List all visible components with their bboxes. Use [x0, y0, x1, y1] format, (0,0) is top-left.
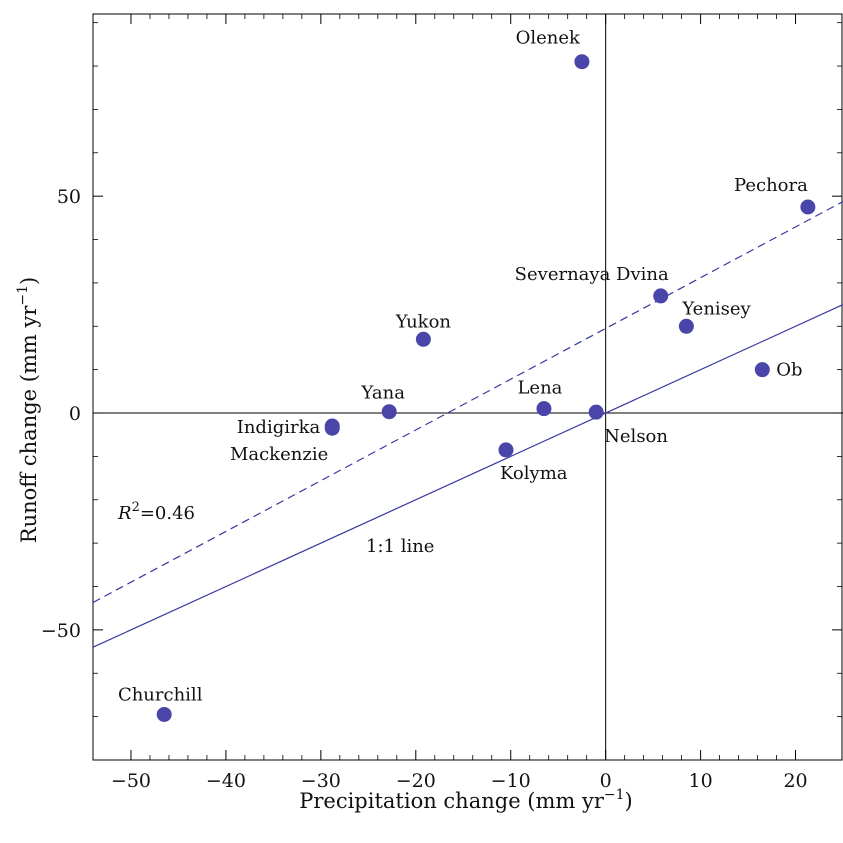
y-axis-title: Runoff change (mm yr−1): [15, 277, 41, 543]
point-label-severnaya-dvina: Severnaya Dvina: [515, 264, 669, 285]
y-tick-label: 50: [57, 186, 81, 208]
point-label-olenek: Olenek: [516, 28, 581, 49]
point-label-yukon: Yukon: [395, 311, 452, 332]
x-tick-label: −20: [396, 770, 436, 792]
plot-frame: [92, 13, 843, 761]
r-squared-annotation: R2=0.46: [117, 500, 195, 524]
identity-line-label: 1:1 line: [366, 536, 434, 557]
point-label-pechora: Pechora: [734, 175, 808, 196]
point-label-indigirka: Indigirka: [237, 417, 321, 438]
point-label-mackenzie: Mackenzie: [230, 444, 328, 465]
y-tick-label: −50: [41, 620, 81, 642]
data-point-churchill: [156, 706, 172, 722]
x-tick-label: 10: [689, 770, 713, 792]
x-tick-label: −50: [111, 770, 151, 792]
point-label-kolyma: Kolyma: [500, 463, 568, 484]
x-tick-label: 0: [600, 770, 612, 792]
data-point-severnaya-dvina: [653, 288, 669, 304]
data-point-yana: [381, 404, 397, 420]
data-point-lena: [536, 401, 552, 417]
data-point-mackenzie: [324, 420, 340, 436]
point-label-nelson: Nelson: [604, 426, 668, 447]
data-point-pechora: [800, 199, 816, 215]
identity-line: [92, 304, 843, 648]
data-point-yukon: [415, 331, 431, 347]
y-tick-label: 0: [69, 403, 81, 425]
data-point-kolyma: [498, 442, 514, 458]
point-label-lena: Lena: [517, 378, 562, 399]
point-label-churchill: Churchill: [118, 684, 203, 705]
data-point-olenek: [574, 54, 590, 70]
data-point-ob: [754, 362, 770, 378]
data-point-yenisey: [678, 318, 694, 334]
regression-fit-line: [92, 201, 843, 604]
point-label-ob: Ob: [776, 360, 802, 381]
point-label-yenisey: Yenisey: [681, 298, 751, 319]
x-tick-label: −30: [301, 770, 341, 792]
x-axis-title: Precipitation change (mm yr−1): [299, 787, 633, 813]
x-tick-label: −40: [206, 770, 246, 792]
x-tick-label: −10: [491, 770, 531, 792]
point-label-yana: Yana: [360, 383, 405, 404]
x-tick-label: 20: [783, 770, 807, 792]
data-point-nelson: [588, 404, 604, 420]
